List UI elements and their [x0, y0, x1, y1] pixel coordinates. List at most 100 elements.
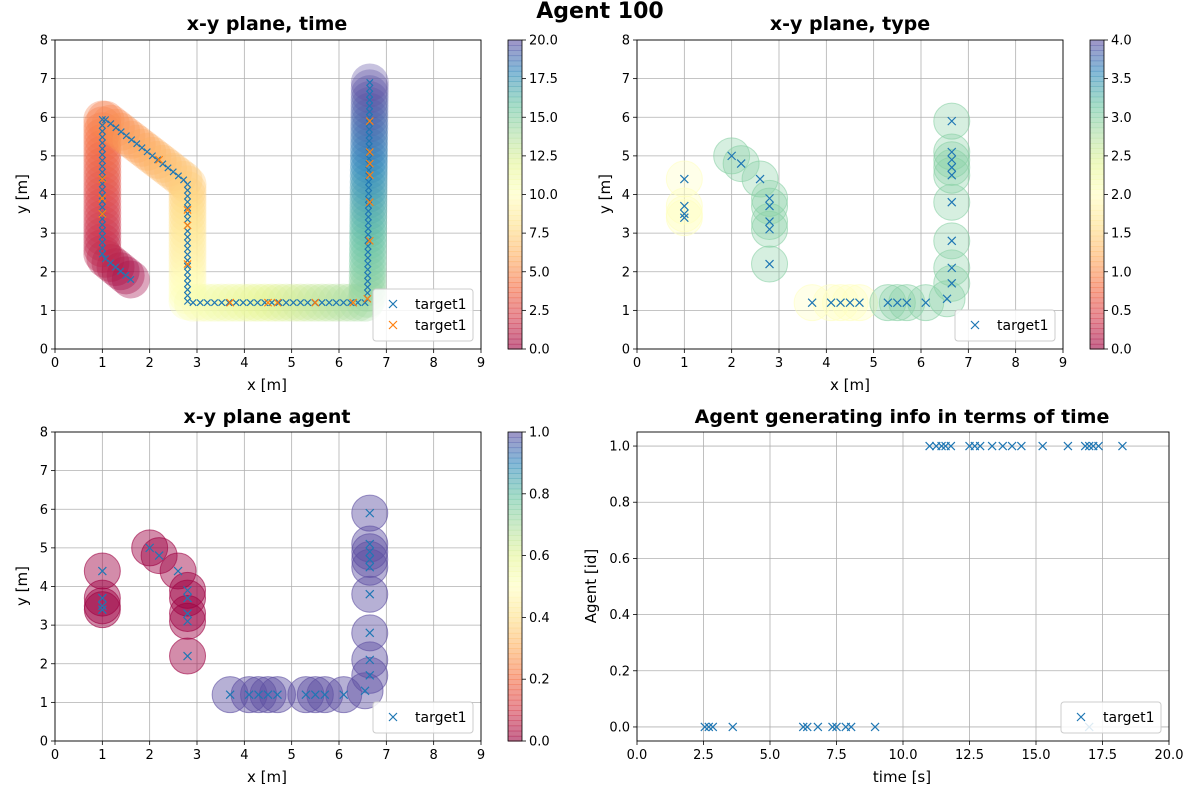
- chart-type-colorbar-segment: [1090, 86, 1104, 93]
- chart-agent-colorbar-segment: [508, 648, 522, 655]
- chart-agent-marker: [365, 655, 375, 665]
- chart-time-marker-blue: [98, 162, 106, 170]
- chart-time-marker-orange: [263, 298, 273, 307]
- chart-time-marker-blue: [116, 267, 125, 275]
- chart-timeline-xtick-label: 20.0: [1155, 748, 1184, 763]
- chart-time-marker-blue: [98, 133, 106, 141]
- chart-agent-colorbar-segment: [508, 663, 522, 670]
- chart-time-colorbar-segment: [508, 60, 522, 67]
- chart-time-colorbar-segment: [508, 266, 522, 273]
- chart-time-legend-label: target1: [415, 318, 466, 334]
- chart-time-colorbar-segment: [508, 220, 522, 226]
- chart-type-colorbar-segment: [1090, 179, 1104, 185]
- chart-time-marker-blue: [98, 145, 106, 153]
- chart-time: x-y plane, time x [m] y [m]: [13, 13, 347, 394]
- chart-time-marker-orange: [363, 294, 372, 303]
- chart-time-marker-blue: [347, 299, 355, 307]
- chart-type-axes: 0 1 2 3 4 5 6 7 8 9 0 1 2 3 4 5 6 7 8: [622, 34, 1067, 372]
- chart-time-marker-blue: [183, 262, 192, 270]
- chart-time-colorbar-segment: [508, 189, 522, 196]
- chart-agent-colorbar-segment: [508, 668, 522, 675]
- chart-type-marker: [947, 197, 957, 207]
- chart-agent-colorbar-segment: [508, 442, 522, 449]
- chart-time-ytick-label: 2: [40, 265, 48, 280]
- chart-timeline-legend: target1: [1060, 701, 1162, 734]
- chart-time-marker-blue: [183, 250, 192, 259]
- chart-agent-colorbar-segment: [508, 535, 522, 541]
- chart-agent-marker: [365, 508, 375, 518]
- chart-agent-colorbar-segment: [508, 576, 522, 582]
- chart-agent-colorbar-tick-label: 0.0: [529, 735, 550, 750]
- chart-agent-marker: [310, 690, 320, 700]
- chart-time-colorbar-segment: [508, 276, 522, 283]
- chart-type-marker: [902, 298, 912, 308]
- chart-type: x-y plane, type x [m] y [m]: [596, 13, 930, 394]
- chart-agent-marker: [339, 690, 349, 700]
- chart-time-marker-blue: [98, 250, 106, 258]
- chart-type-colorbar-segment: [1090, 65, 1104, 72]
- chart-time-colorbar-segment: [508, 261, 522, 268]
- chart-time-xtick-label: 8: [430, 356, 438, 371]
- chart-timeline-ytick-label: 0.0: [609, 720, 630, 735]
- chart-time-colorbar-segment: [508, 338, 522, 345]
- chart-time-legend-marker: [388, 299, 398, 309]
- chart-timeline-marker: [798, 722, 808, 732]
- chart-time-colorbar-segment: [508, 122, 522, 129]
- chart-agent-marker: [365, 628, 375, 638]
- chart-type-colorbar-segment: [1090, 323, 1104, 329]
- chart-time-marker-blue: [366, 78, 374, 87]
- chart-time-colorbar-segment: [508, 318, 522, 324]
- chart-type-marker: [765, 217, 774, 226]
- chart-time-colorbar-tick-label: 0.0: [529, 343, 550, 358]
- chart-time-colorbar-tick-label: 7.5: [529, 227, 550, 242]
- chart-time-colorbar-segment: [508, 96, 522, 103]
- chart-time-marker-blue: [296, 299, 305, 307]
- chart-type-marker: [765, 193, 774, 203]
- chart-timeline-marker: [728, 722, 738, 732]
- chart-timeline-xtick-label: 5.0: [760, 748, 781, 763]
- chart-time-marker-blue: [183, 198, 192, 206]
- chart-timeline-marker: [975, 441, 985, 451]
- chart-agent-colorbar-frame: [507, 431, 523, 742]
- chart-time-marker-blue: [253, 299, 262, 307]
- chart-type-colorbar-tick-label: 0.5: [1111, 304, 1132, 319]
- chart-time-colorbar-segment: [508, 204, 522, 211]
- chart-agent-colorbar-segment: [508, 571, 522, 577]
- chart-type-colorbar-segment: [1090, 230, 1104, 237]
- chart-type-colorbar-segment: [1090, 184, 1104, 190]
- chart-type-ytick-label: 2: [622, 265, 630, 280]
- chart-agent-colorbar-segment: [508, 565, 522, 572]
- chart-time-marker-blue: [98, 174, 106, 182]
- chart-agent-ytick-label: 8: [40, 426, 48, 441]
- chart-time-marker-blue: [366, 90, 374, 98]
- chart-type-colorbar-segment: [1090, 307, 1104, 314]
- chart-agent-colorbar-segment: [508, 509, 522, 515]
- chart-time-marker-blue: [98, 232, 106, 241]
- chart-type-colorbar-segment: [1090, 282, 1104, 288]
- chart-agent-colorbar: 0.0 0.2 0.4 0.6 0.8 1.0: [507, 426, 550, 750]
- chart-time-marker-blue: [164, 164, 172, 172]
- chart-type-xtick-label: 1: [680, 356, 688, 371]
- chart-type-ytick-label: 1: [622, 304, 630, 319]
- chart-type-ytick-label: 6: [622, 111, 630, 126]
- chart-type-colorbar-tick-label: 2.5: [1111, 149, 1132, 164]
- chart-time-colorbar-tick-label: 10.0: [529, 188, 558, 203]
- chart-timeline-marker: [832, 722, 841, 732]
- chart-type-colorbar-segment: [1090, 189, 1104, 196]
- chart-agent-xtick-label: 3: [193, 748, 201, 763]
- chart-type-marker: [947, 263, 957, 273]
- chart-type-colorbar-tick-label: 3.5: [1111, 72, 1132, 87]
- chart-type-ytick-label: 0: [622, 343, 630, 358]
- chart-type-colorbar-segment: [1090, 343, 1104, 350]
- chart-time-marker-blue: [101, 116, 110, 124]
- chart-type-colorbar-segment: [1090, 256, 1104, 263]
- chart-time-frame: [54, 39, 482, 350]
- chart-time-marker-blue: [183, 239, 192, 247]
- chart-time-markers: [98, 78, 374, 307]
- chart-type-ytick-label: 5: [622, 149, 630, 164]
- chart-timeline-marker: [1038, 441, 1048, 451]
- chart-agent-ytick-label: 5: [40, 541, 48, 556]
- chart-timeline-marker: [1094, 441, 1103, 451]
- chart-type-colorbar-segment: [1090, 235, 1104, 242]
- chart-time-marker-blue: [98, 226, 106, 235]
